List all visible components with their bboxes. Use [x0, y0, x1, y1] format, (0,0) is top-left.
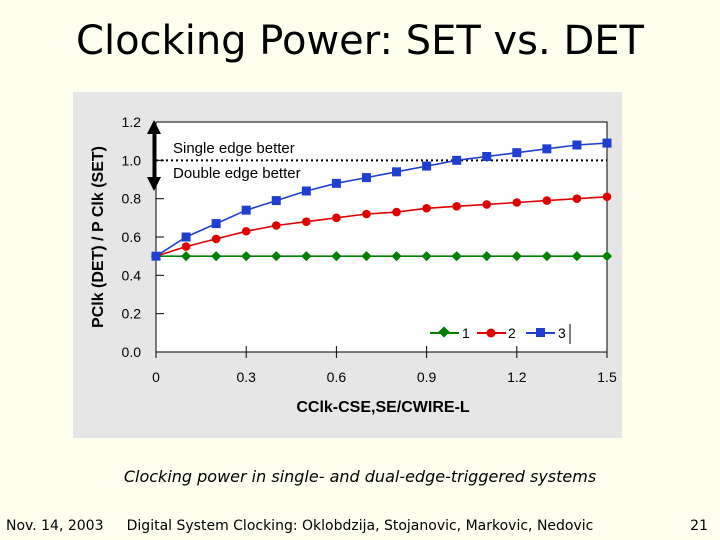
data-point-s3-1	[181, 232, 191, 242]
series-line-3	[155, 142, 608, 257]
x-axis-title: CClk-CSE,SE/CWIRE-L	[296, 399, 470, 416]
legend-label-3: 3	[558, 325, 566, 341]
data-point-s2-14	[572, 194, 582, 203]
data-point-s3-15	[602, 138, 612, 148]
data-point-s3-5	[301, 186, 311, 196]
data-point-s2-5	[302, 217, 311, 226]
data-point-s1-13	[541, 251, 552, 262]
slide-title: Clocking Power: SET vs. DET	[76, 18, 644, 64]
data-point-s3-3	[241, 205, 251, 215]
legend-marker-1	[438, 326, 450, 338]
data-point-s2-2	[211, 234, 221, 244]
data-point-s3-8	[392, 167, 402, 177]
footer-date: Nov. 14, 2003	[6, 518, 104, 534]
data-point-s3-4	[271, 196, 281, 206]
legend: 1 2 3	[430, 324, 571, 344]
data-point-s3-13	[542, 144, 552, 154]
data-point-s2-3	[241, 226, 251, 236]
series-line-2	[155, 196, 608, 257]
x-tick-label: 0.9	[417, 369, 437, 385]
x-tick-label: 1.2	[507, 369, 527, 385]
y-tick-label: 1.0	[122, 152, 142, 168]
data-point-s3-0	[151, 251, 161, 261]
x-tick-label: 0.6	[327, 369, 347, 385]
data-point-s2-1	[181, 242, 191, 251]
data-point-s1-4	[271, 251, 282, 262]
data-point-s2-13	[542, 196, 552, 205]
data-point-s3-7	[361, 173, 371, 183]
annotation-arrow	[147, 120, 161, 191]
x-tick-label: 1.5	[597, 369, 617, 385]
annotation-double-edge: Double edge better	[173, 165, 301, 182]
y-tick-label: 1.2	[122, 114, 142, 130]
data-point-s2-8	[392, 207, 401, 217]
data-point-s3-12	[512, 148, 522, 158]
data-point-s2-9	[422, 203, 431, 213]
legend-label-1: 1	[462, 325, 470, 341]
figure-caption: Clocking power in single- and dual-edge-…	[123, 467, 597, 486]
y-axis-title: PClk (DET) / P Clk (SET)	[90, 146, 107, 328]
data-point-s2-4	[271, 221, 281, 230]
data-point-s1-2	[211, 251, 222, 262]
data-point-s2-6	[332, 213, 341, 223]
footer-authors: Digital System Clocking: Oklobdzija, Sto…	[126, 518, 594, 534]
y-tick-label: 0.8	[122, 191, 142, 207]
x-tick-label: 0.3	[236, 369, 256, 385]
data-point-s3-10	[452, 155, 462, 165]
data-point-s2-12	[512, 198, 522, 207]
y-tick-label: 0.6	[122, 229, 142, 245]
legend-marker-2	[486, 328, 496, 338]
legend-label-2: 2	[508, 325, 516, 341]
data-point-s3-11	[482, 152, 492, 161]
data-point-s2-10	[452, 202, 461, 211]
data-point-s3-6	[331, 178, 341, 188]
y-tick-label: 0.2	[122, 306, 142, 322]
data-point-s2-11	[482, 200, 492, 209]
chart-panel: 0.0 0.2 0.4 0.6 0.8 1.0 1.2 0 0.3 0.6 0.9 1.2 1.5 Si…	[73, 92, 622, 438]
data-point-s1-1	[180, 251, 192, 262]
data-point-s3-9	[422, 161, 432, 171]
y-tick-label: 0.0	[122, 344, 142, 360]
data-point-s2-7	[362, 209, 371, 219]
line-chart: 0.0 0.2 0.4 0.6 0.8 1.0 1.2 0 0.3 0.6 0.9 1.2 1.5 Si…	[90, 114, 617, 416]
page-number: 21	[690, 518, 708, 534]
y-tick-label: 0.4	[122, 267, 142, 283]
legend-marker-3	[536, 328, 545, 337]
x-tick-label: 0	[152, 369, 160, 385]
data-point-s2-15	[602, 192, 612, 202]
data-point-s1-5	[301, 251, 312, 262]
data-point-s3-14	[572, 140, 582, 150]
data-point-s3-2	[211, 219, 221, 229]
annotation-single-edge: Single edge better	[173, 140, 295, 157]
data-point-s1-3	[241, 251, 252, 262]
